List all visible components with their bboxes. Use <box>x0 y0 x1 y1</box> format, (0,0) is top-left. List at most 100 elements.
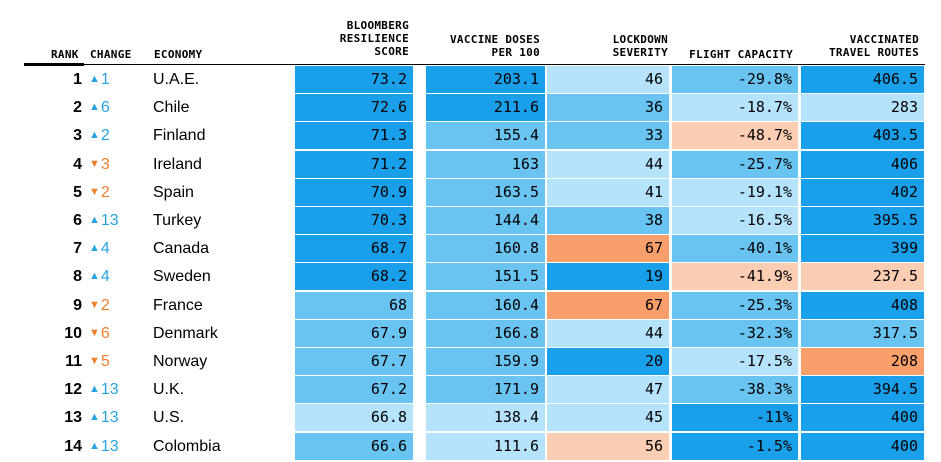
change-value: 6 <box>100 99 110 117</box>
change-value: 2 <box>100 183 110 201</box>
change-cell: ▼2 <box>89 297 110 315</box>
score-cell: 71.3 <box>295 122 413 150</box>
table-row: 13 ▲13 U.S. 66.8 138.4 45 -11% 400 <box>0 404 941 432</box>
table-row: 10 ▼6 Denmark 67.9 166.8 44 -32.3% 317.5 <box>0 319 941 348</box>
table-row: 12 ▲13 U.K. 67.2 171.9 47 -38.3% 394.5 <box>0 376 941 404</box>
flight-cell: -29.8% <box>672 66 798 93</box>
table-row: 9 ▼2 France 68 160.4 67 -25.3% 408 <box>0 291 941 320</box>
header-resilience-score: BLOOMBERG RESILIENCE SCORE <box>339 19 409 58</box>
flight-cell: -32.3% <box>672 319 798 347</box>
change-cell: ▲6 <box>89 99 110 117</box>
up-triangle-icon: ▲ <box>89 214 100 226</box>
up-triangle-icon: ▲ <box>89 129 100 142</box>
up-triangle-icon: ▲ <box>89 101 100 114</box>
routes-cell: 406.5 <box>801 66 924 93</box>
routes-cell: 395.5 <box>801 207 924 234</box>
down-triangle-icon: ▼ <box>89 157 100 170</box>
routes-cell: 208 <box>801 348 924 375</box>
flight-cell: -16.5% <box>672 207 798 234</box>
flight-cell: -19.1% <box>672 178 798 206</box>
rank-cell: 2 <box>73 99 82 117</box>
score-cell: 72.6 <box>295 94 413 122</box>
score-cell: 70.9 <box>295 178 413 206</box>
lockdown-cell: 47 <box>547 376 669 404</box>
up-triangle-icon: ▲ <box>89 242 100 255</box>
economy-cell: Denmark <box>153 324 218 342</box>
down-triangle-icon: ▼ <box>89 185 100 198</box>
rank-cell: 13 <box>64 409 82 427</box>
header-vaccine-doses: VACCINE DOSES PER 100 <box>450 33 540 59</box>
doses-cell: 203.1 <box>426 66 545 93</box>
change-cell: ▼2 <box>89 184 110 202</box>
down-triangle-icon: ▼ <box>89 326 100 339</box>
routes-cell: 406 <box>801 150 924 178</box>
economy-cell: France <box>153 296 203 314</box>
lockdown-cell: 33 <box>547 122 669 150</box>
rank-cell: 3 <box>73 127 82 145</box>
economy-cell: Chile <box>153 99 190 117</box>
change-cell: ▲2 <box>89 127 110 145</box>
change-cell: ▲13 <box>89 409 119 427</box>
change-cell: ▲13 <box>89 381 119 399</box>
score-cell: 71.2 <box>295 150 413 178</box>
header-change: CHANGE <box>90 48 132 61</box>
doses-cell: 163.5 <box>426 178 545 206</box>
up-triangle-icon: ▲ <box>89 73 100 85</box>
lockdown-cell: 36 <box>547 94 669 122</box>
routes-cell: 408 <box>801 291 924 319</box>
economy-cell: Turkey <box>153 212 202 229</box>
economy-cell: Sweden <box>153 268 211 286</box>
change-cell: ▲13 <box>89 212 119 230</box>
doses-cell: 138.4 <box>426 404 545 432</box>
rank-cell: 10 <box>64 324 82 342</box>
economy-cell: U.A.E. <box>153 71 200 88</box>
up-triangle-icon: ▲ <box>89 383 100 396</box>
lockdown-cell: 44 <box>547 150 669 178</box>
header-rank: RANK <box>51 48 79 61</box>
economy-cell: Norway <box>153 353 208 370</box>
economy-cell: U.S. <box>153 409 185 427</box>
change-value: 2 <box>100 296 110 314</box>
score-cell: 68.2 <box>295 263 413 291</box>
score-cell: 68.7 <box>295 235 413 263</box>
lockdown-cell: 67 <box>547 291 669 319</box>
rank-cell: 1 <box>73 71 82 88</box>
economy-cell: Canada <box>153 240 210 258</box>
flight-cell: -25.3% <box>672 291 798 319</box>
score-cell: 66.8 <box>295 404 413 432</box>
score-cell: 68 <box>295 291 413 319</box>
doses-cell: 155.4 <box>426 122 545 150</box>
economy-cell: Spain <box>153 183 194 201</box>
lockdown-cell: 41 <box>547 178 669 206</box>
lockdown-cell: 56 <box>547 432 669 460</box>
lockdown-cell: 45 <box>547 404 669 432</box>
change-value: 13 <box>100 437 119 455</box>
rank-cell: 6 <box>73 212 82 229</box>
lockdown-cell: 44 <box>547 319 669 347</box>
change-value: 4 <box>100 240 110 258</box>
score-cell: 66.6 <box>295 432 413 460</box>
doses-cell: 171.9 <box>426 376 545 404</box>
up-triangle-icon: ▲ <box>89 411 100 424</box>
score-cell: 73.2 <box>295 66 413 93</box>
rank-cell: 11 <box>65 353 82 370</box>
routes-cell: 402 <box>801 178 924 206</box>
table-row: 1 ▲1 U.A.E. 73.2 203.1 46 -29.8% 406.5 <box>0 66 941 94</box>
lockdown-cell: 67 <box>547 235 669 263</box>
change-cell: ▲4 <box>89 240 110 258</box>
routes-cell: 394.5 <box>801 376 924 404</box>
change-value: 2 <box>100 127 110 145</box>
table-row: 7 ▲4 Canada 68.7 160.8 67 -40.1% 399 <box>0 235 941 263</box>
change-value: 3 <box>100 155 110 173</box>
change-cell: ▲13 <box>89 438 119 456</box>
rank-cell: 9 <box>73 296 82 314</box>
change-value: 4 <box>100 268 110 286</box>
routes-cell: 317.5 <box>801 319 924 347</box>
flight-cell: -41.9% <box>672 263 798 291</box>
flight-cell: -38.3% <box>672 376 798 404</box>
table-row: 14 ▲13 Colombia 66.6 111.6 56 -1.5% 400 <box>0 432 941 461</box>
score-cell: 67.9 <box>295 319 413 347</box>
rank-cell: 7 <box>73 240 82 258</box>
routes-cell: 399 <box>801 235 924 263</box>
